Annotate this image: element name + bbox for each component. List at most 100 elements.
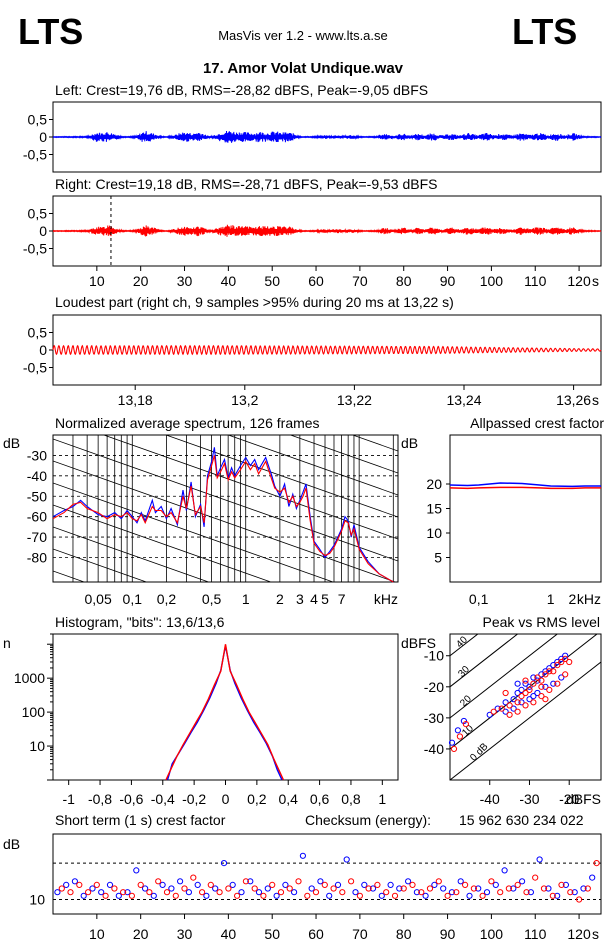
crest-short-ylabel: dB bbox=[3, 836, 20, 852]
histogram-ytick-label: 1000 bbox=[14, 670, 45, 686]
spectrum-xunit: kHz bbox=[374, 591, 398, 607]
spectrum-ytick-label: -30 bbox=[27, 447, 47, 463]
peak-rms-point-left bbox=[502, 708, 509, 715]
left-ytick-label: 0,5 bbox=[28, 112, 48, 128]
peak-rms-xtick-label: -30 bbox=[519, 791, 539, 807]
checksum-value: 15 962 630 234 022 bbox=[459, 812, 584, 828]
peak-rms-point-right bbox=[518, 693, 525, 700]
right-xtick-label: 120 bbox=[567, 273, 591, 289]
crest-short-ytick-label: 10 bbox=[29, 891, 45, 907]
crest-short-point-left bbox=[220, 860, 228, 867]
logo-left: LTS bbox=[18, 11, 83, 52]
peak-rms-point-left bbox=[550, 680, 557, 687]
crest-short-point-right bbox=[532, 874, 539, 881]
right-xtick-label: 70 bbox=[352, 273, 368, 289]
crest-short-point-left bbox=[457, 878, 464, 885]
histogram-xtick-label: -0,6 bbox=[119, 791, 143, 807]
crest-short-point-right bbox=[365, 885, 372, 892]
crest-short-point-right bbox=[155, 878, 162, 885]
spectrum-xtick-label: 4 bbox=[310, 591, 318, 607]
peak-rms-xtick-label: -40 bbox=[480, 791, 500, 807]
peak-rms-point-right bbox=[542, 671, 549, 678]
crest-short-point-left bbox=[247, 878, 254, 885]
crest-short-point-right bbox=[163, 889, 171, 896]
spectrum-ytick-label: -40 bbox=[27, 468, 47, 484]
histogram-series-0 bbox=[166, 645, 283, 781]
crest-short-point-right bbox=[304, 892, 311, 899]
peak-rms-point-left bbox=[518, 686, 525, 694]
right-xtick-label: 20 bbox=[133, 273, 149, 289]
crest-short-point-right bbox=[391, 892, 399, 899]
peak-rms-crest-line bbox=[450, 634, 559, 719]
loudest-waveform bbox=[52, 344, 602, 356]
crest-short-point-right bbox=[567, 889, 574, 896]
peak-rms-point-right bbox=[514, 708, 521, 715]
crest-short-point-left bbox=[71, 878, 79, 885]
crest-short-point-right bbox=[199, 889, 206, 896]
peak-rms-point-left bbox=[530, 693, 537, 700]
crest-short-point-left bbox=[299, 852, 306, 859]
peak-rms-point-left bbox=[534, 689, 541, 697]
spectrum-slope-line bbox=[53, 482, 335, 582]
spectrum-slope-line bbox=[53, 504, 272, 582]
crest-short-point-left bbox=[159, 881, 166, 889]
peak-rms-crest-label: 0 dB bbox=[468, 741, 491, 764]
crest-short-point-left bbox=[168, 885, 175, 892]
histogram-title: Histogram, "bits": 13,6/13,6 bbox=[55, 614, 225, 630]
loudest-xtick-label: 13,18 bbox=[118, 392, 153, 408]
loudest-title: Loudest part (right ch, 9 samples >95% d… bbox=[55, 294, 454, 310]
loudest-ytick-label: -0,5 bbox=[23, 360, 47, 376]
crest-short-point-right bbox=[181, 885, 188, 892]
peak-rms-point-left bbox=[546, 665, 553, 672]
crest-short-point-left bbox=[396, 885, 403, 892]
peak-rms-point-right bbox=[506, 711, 513, 718]
allpassed-ytick-label: 5 bbox=[434, 550, 442, 566]
crest-short-xtick-label: 20 bbox=[133, 926, 149, 942]
crest-short-point-right bbox=[120, 889, 127, 896]
crest-short-point-left bbox=[326, 892, 333, 899]
crest-short-point-left bbox=[150, 892, 157, 899]
allpassed-frame bbox=[449, 434, 602, 583]
peak-rms-point-left bbox=[530, 674, 537, 681]
crest-short-point-left bbox=[229, 881, 236, 889]
right-xtick-label: 60 bbox=[308, 273, 324, 289]
right-ytick-label: 0,5 bbox=[28, 206, 48, 222]
crest-short-point-right bbox=[295, 878, 302, 885]
crest-short-point-left bbox=[343, 856, 350, 863]
loudest-xtick-label: 13,2 bbox=[231, 392, 258, 408]
histogram-xtick-label: -1 bbox=[62, 791, 75, 807]
allpassed-title: Allpassed crest factor bbox=[470, 415, 604, 431]
peak-rms-point-right bbox=[506, 702, 513, 709]
crest-short-point-right bbox=[488, 878, 495, 885]
histogram-ylabel: n bbox=[3, 635, 11, 651]
crest-short-xtick-label: 80 bbox=[396, 926, 412, 942]
crest-short-point-right bbox=[330, 885, 337, 892]
crest-short-point-left bbox=[63, 881, 70, 889]
crest-short-xtick-label: 120 bbox=[567, 926, 591, 942]
peak-rms-point-left bbox=[518, 699, 525, 706]
peak-rms-point-right bbox=[538, 683, 545, 690]
right-xtick-label: 30 bbox=[177, 273, 193, 289]
peak-rms-frame bbox=[449, 633, 602, 781]
file-title: 17. Amor Volat Undique.wav bbox=[203, 60, 404, 77]
spectrum-ytick-label: -70 bbox=[27, 529, 47, 545]
crest-short-frame bbox=[52, 833, 602, 915]
crest-short-point-right bbox=[76, 881, 83, 889]
loudest-xunit: s bbox=[592, 392, 599, 408]
peak-rms-point-right bbox=[456, 733, 463, 740]
crest-short-point-right bbox=[85, 889, 92, 896]
crest-short-point-right bbox=[523, 889, 530, 896]
peak-rms-point-left bbox=[534, 677, 541, 684]
crest-short-xtick-label: 110 bbox=[524, 926, 547, 942]
crest-short-point-right bbox=[225, 885, 232, 892]
crest-short-point-left bbox=[387, 881, 394, 889]
spectrum-xtick-label: 0,1 bbox=[123, 591, 143, 607]
crest-short-point-right bbox=[58, 885, 65, 892]
loudest-ytick-label: 0,5 bbox=[28, 325, 48, 341]
crest-short-point-right bbox=[400, 885, 407, 892]
peak-rms-point-left bbox=[558, 674, 565, 681]
crest-short-point-left bbox=[378, 892, 385, 899]
spectrum-xtick-label: 2 bbox=[276, 591, 284, 607]
crest-short-xunit: s bbox=[592, 926, 599, 942]
crest-short-xtick-label: 90 bbox=[440, 926, 456, 942]
